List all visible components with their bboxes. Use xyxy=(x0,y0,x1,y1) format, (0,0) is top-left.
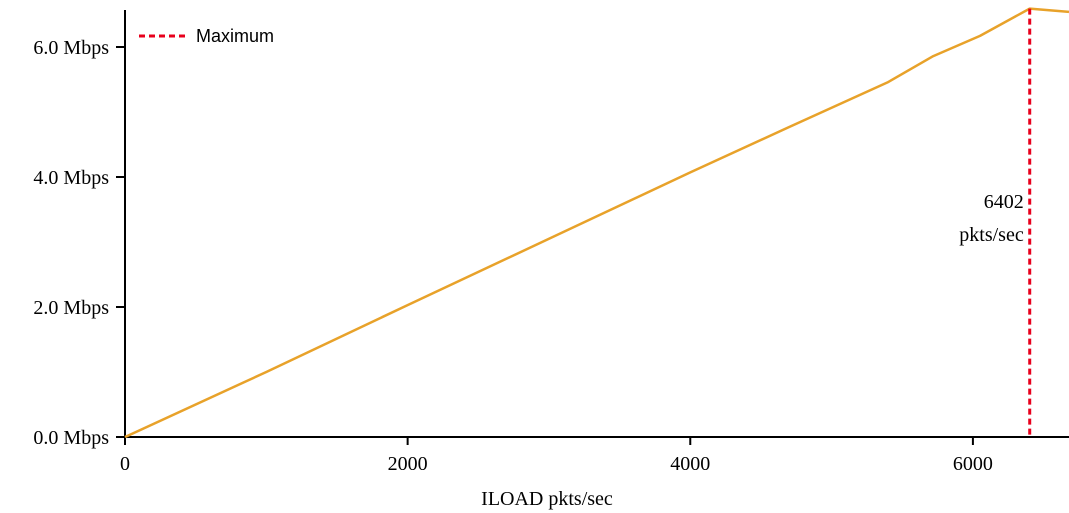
series-layer xyxy=(124,7,1069,439)
x-tick-label-6000: 6000 xyxy=(953,453,993,475)
x-axis-title: ILOAD pkts/sec xyxy=(481,488,613,510)
maximum-marker: 6402 pkts/sec xyxy=(959,8,1032,437)
x-ticks: 0 2000 4000 6000 xyxy=(120,437,993,475)
y-tick-label-6: 6.0 Mbps xyxy=(33,37,109,59)
y-tick-label-0: 0.0 Mbps xyxy=(33,427,109,449)
y-tick-label-4: 4.0 Mbps xyxy=(33,167,109,189)
maximum-label-unit: pkts/sec xyxy=(959,224,1024,246)
y-tick-label-2: 2.0 Mbps xyxy=(33,297,109,319)
x-tick-label-0: 0 xyxy=(120,453,130,475)
legend-label-maximum: Maximum xyxy=(196,26,274,46)
axes xyxy=(124,10,1069,438)
x-tick-label-4000: 4000 xyxy=(670,453,710,475)
series-line-0 xyxy=(124,7,1069,439)
maximum-label-value: 6402 xyxy=(984,191,1024,213)
legend: Maximum xyxy=(139,26,274,46)
x-tick-label-2000: 2000 xyxy=(388,453,428,475)
y-ticks: 0.0 Mbps 2.0 Mbps 4.0 Mbps 6.0 Mbps xyxy=(33,37,125,449)
